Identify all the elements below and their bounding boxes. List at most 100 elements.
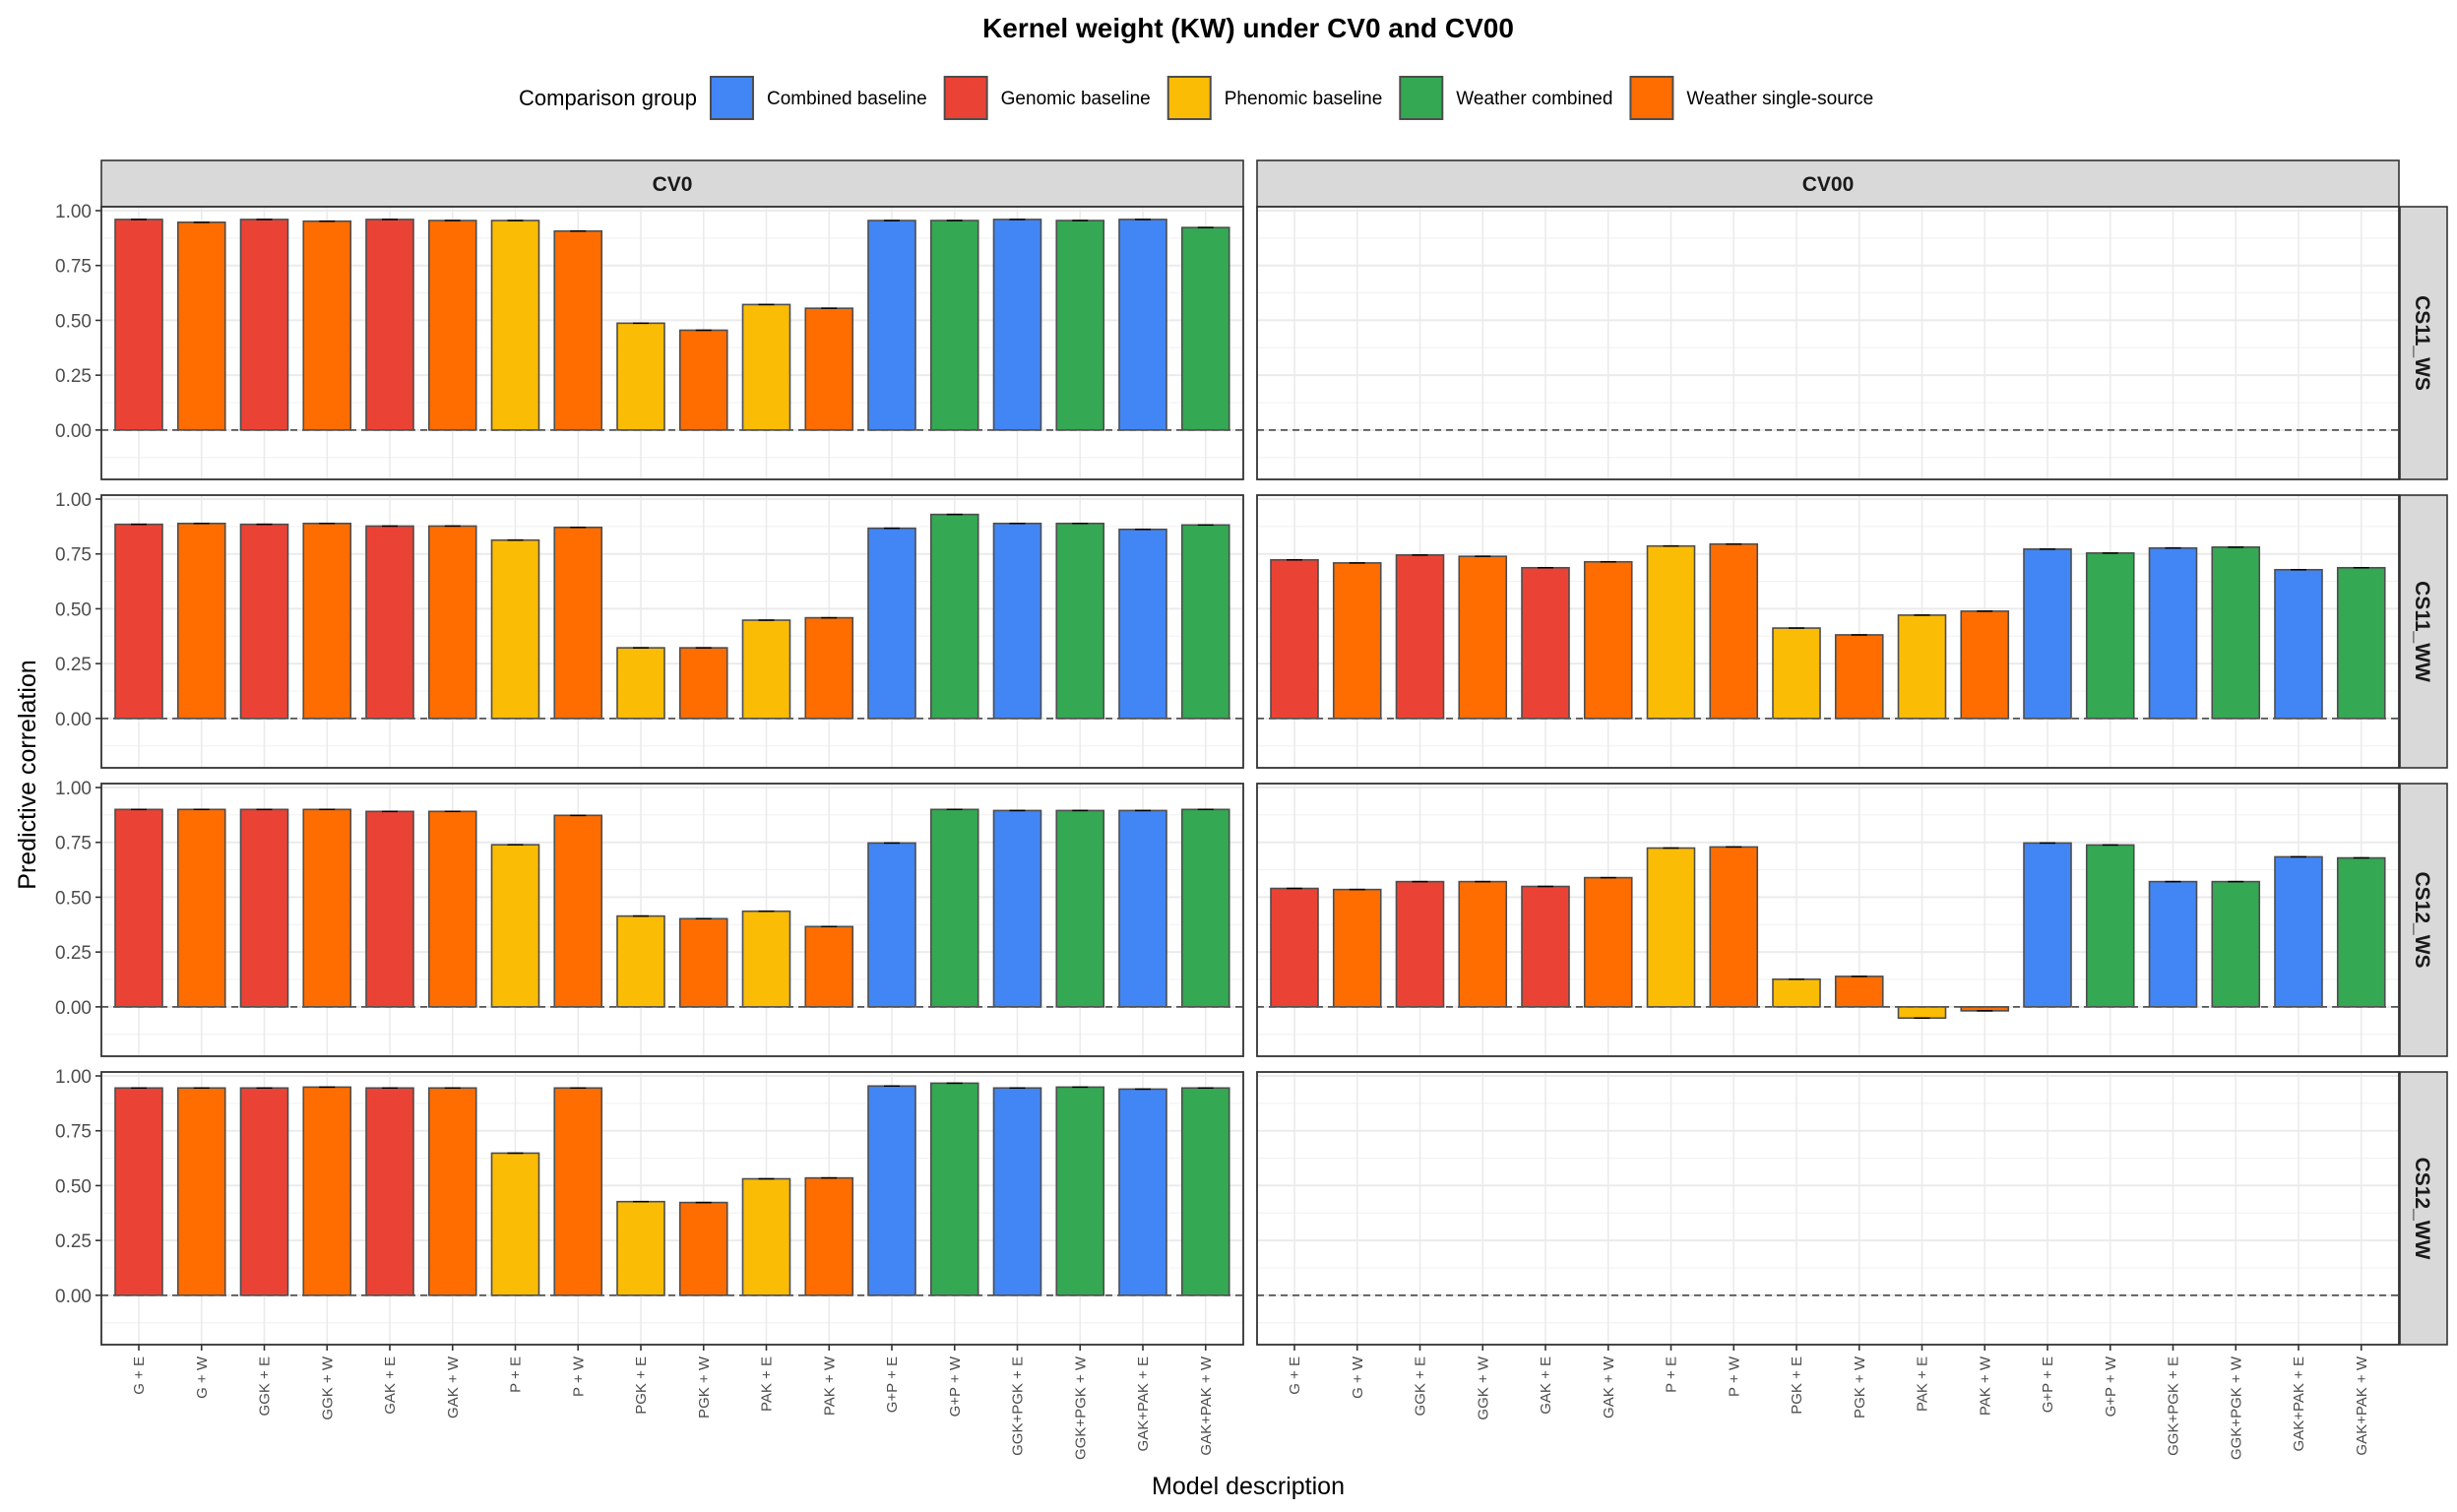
y-tick-label: 0.50: [55, 1176, 92, 1197]
bar-ggk-pgk-w: [1055, 522, 1105, 720]
panel-background: [101, 784, 1243, 1056]
panel-background: [101, 495, 1243, 768]
bar-ggk-w: [1458, 555, 1508, 720]
x-tick-label: GAK+PAK + E: [1135, 1356, 1152, 1451]
bar-ggk-e: [239, 219, 289, 431]
bar-gak-pak-e: [1118, 528, 1167, 720]
bar-p-w: [553, 526, 603, 720]
y-tick-label: 1.00: [55, 779, 92, 799]
bar-g-p-w: [929, 1082, 979, 1296]
x-tick-label: GAK + W: [1601, 1355, 1617, 1418]
bar-pgk-w: [678, 917, 728, 1008]
strip-label: CS12_WW: [2411, 1158, 2433, 1260]
panel-background: [101, 207, 1243, 479]
bar-gak-pak-e: [2274, 568, 2323, 720]
bar-gak-pak-e: [2274, 855, 2323, 1008]
y-tick-label: 0.75: [55, 1122, 92, 1143]
bar-g-p-w: [2085, 552, 2135, 720]
bar-p-w: [553, 229, 603, 431]
panel-cs11-ws-cv00: [1256, 206, 2400, 480]
y-tick-label: 0.00: [55, 710, 92, 730]
bar-p-e: [1646, 544, 1696, 720]
bar-g-w: [1332, 562, 1382, 720]
bar-ggk-w: [302, 808, 352, 1008]
x-tick-label: PGK + E: [633, 1356, 650, 1415]
bar-ggk-w: [302, 1086, 352, 1296]
bar-pgk-w: [1834, 634, 1884, 720]
x-tick-label: G+P + E: [884, 1356, 901, 1413]
bar-g-p-e: [867, 1085, 916, 1296]
bar-gak-e: [365, 810, 414, 1008]
panel-border: [100, 494, 1244, 769]
bar-g-p-w: [929, 513, 979, 720]
bar-p-e: [1646, 847, 1696, 1008]
x-tick-label: GAK+PAK + W: [1198, 1355, 1215, 1455]
panel-background: [1257, 784, 2399, 1056]
bar-g-e: [1270, 558, 1319, 720]
x-tick-label: PAK + W: [1977, 1355, 1993, 1416]
bar-g-p-e: [2023, 842, 2072, 1008]
bar-pak-e: [741, 910, 791, 1008]
bar-pgk-e: [616, 647, 665, 720]
strip-background: [1256, 159, 2400, 208]
bar-gak-pak-w: [1180, 524, 1230, 720]
strip-background: [2399, 783, 2448, 1057]
y-tick-label: 0.00: [55, 998, 92, 1019]
x-tick-label: G + E: [131, 1356, 148, 1395]
x-tick-label: G + E: [1287, 1356, 1303, 1395]
bar-ggk-pgk-w: [1055, 220, 1105, 431]
facet-strip-cv0: CV0: [100, 159, 1244, 208]
bar-gak-w: [1583, 876, 1633, 1008]
x-tick-label: GGK+PGK + W: [1072, 1355, 1089, 1460]
x-tick-label: GGK+PGK + E: [2166, 1356, 2182, 1456]
panel-border: [100, 206, 1244, 480]
bar-g-e: [114, 219, 163, 431]
strip-label: CS11_WS: [2411, 295, 2433, 391]
bar-g-p-e: [867, 220, 916, 431]
x-tick-label: PGK + W: [1852, 1355, 1868, 1418]
y-axis-title: Predictive correlation: [14, 660, 41, 889]
panel-cs11-ww-cv00: [1256, 494, 2400, 769]
bar-pak-e: [741, 1177, 791, 1296]
bar-g-w: [176, 1087, 226, 1296]
panel-border: [1256, 1071, 2400, 1346]
y-tick-label: 0.75: [55, 834, 92, 854]
bar-gak-pak-e: [1118, 219, 1167, 431]
panel-background: [1257, 1072, 2399, 1345]
bar-pak-e: [1897, 614, 1947, 720]
x-tick-label: G+P + E: [2040, 1356, 2056, 1413]
bar-ggk-e: [239, 808, 289, 1008]
strip-label: CV0: [653, 173, 693, 196]
bar-ggk-w: [302, 220, 352, 431]
panel-cs12-ww-cv0: 0.00 0.25 0.50 0.75 1.00 G + E G + W GGK + E GGK…: [55, 1067, 1244, 1460]
facet-strip-cs12-ww: CS12_WW: [2399, 1071, 2448, 1346]
bar-gak-e: [1521, 566, 1570, 720]
panel-border: [1256, 206, 2400, 480]
bar-pak-w: [1960, 610, 2010, 720]
legend-key-swatch: [1399, 76, 1444, 120]
bar-pak-w: [804, 925, 854, 1008]
bar-g-p-e: [2023, 548, 2072, 720]
y-tick-label: 0.50: [55, 599, 92, 620]
bar-g-w: [1332, 888, 1382, 1008]
chart-title: Kernel weight (KW) under CV0 and CV00: [982, 13, 1514, 43]
bar-pgk-e: [1772, 627, 1821, 720]
y-tick-label: 0.25: [55, 943, 92, 964]
y-tick-label: 0.50: [55, 888, 92, 909]
facet-strip-cs12-ws: CS12_WS: [2399, 783, 2448, 1057]
bar-ggk-pgk-e: [2148, 546, 2198, 720]
legend-title: Comparison group: [519, 86, 697, 110]
legend-key-swatch: [1166, 76, 1212, 120]
bar-pgk-e: [1772, 977, 1821, 1008]
bar-g-p-e: [867, 527, 916, 720]
bar-ggk-e: [1395, 880, 1445, 1008]
x-tick-label: P + W: [1726, 1355, 1742, 1397]
y-tick-label: 0.25: [55, 655, 92, 675]
y-tick-label: 1.00: [55, 202, 92, 222]
bar-p-w: [553, 1087, 603, 1296]
x-tick-label: G+P + W: [947, 1355, 964, 1417]
panel-cs11-ww-cv0: 0.00 0.25 0.50 0.75 1.00: [55, 490, 1244, 769]
bar-ggk-pgk-w: [1055, 809, 1105, 1008]
legend-item: Phenomic baseline: [1166, 76, 1382, 120]
bar-g-w: [176, 808, 226, 1008]
